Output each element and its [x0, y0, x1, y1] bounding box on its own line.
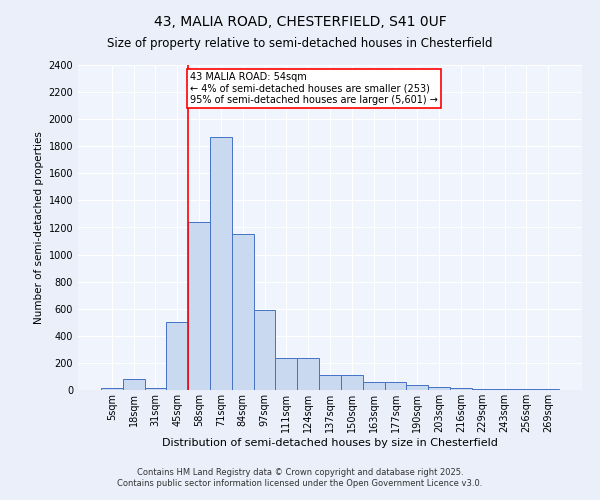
Text: 43 MALIA ROAD: 54sqm
← 4% of semi-detached houses are smaller (253)
95% of semi-: 43 MALIA ROAD: 54sqm ← 4% of semi-detach… [190, 72, 438, 105]
X-axis label: Distribution of semi-detached houses by size in Chesterfield: Distribution of semi-detached houses by … [162, 438, 498, 448]
Bar [341, 375, 363, 390]
Bar [450, 388, 472, 390]
Text: 43, MALIA ROAD, CHESTERFIELD, S41 0UF: 43, MALIA ROAD, CHESTERFIELD, S41 0UF [154, 15, 446, 29]
Bar [210, 137, 232, 390]
Bar [254, 310, 275, 390]
Bar [145, 388, 166, 390]
Y-axis label: Number of semi-detached properties: Number of semi-detached properties [34, 131, 44, 324]
Bar [406, 384, 428, 390]
Bar [385, 382, 406, 390]
Bar [101, 388, 123, 390]
Bar [275, 358, 297, 390]
Bar [428, 386, 450, 390]
Bar [123, 379, 145, 390]
Bar [472, 388, 494, 390]
Bar [319, 375, 341, 390]
Text: Size of property relative to semi-detached houses in Chesterfield: Size of property relative to semi-detach… [107, 38, 493, 51]
Bar [166, 322, 188, 390]
Bar [188, 222, 210, 390]
Bar [363, 382, 385, 390]
Text: Contains HM Land Registry data © Crown copyright and database right 2025.
Contai: Contains HM Land Registry data © Crown c… [118, 468, 482, 487]
Bar [297, 358, 319, 390]
Bar [232, 234, 254, 390]
